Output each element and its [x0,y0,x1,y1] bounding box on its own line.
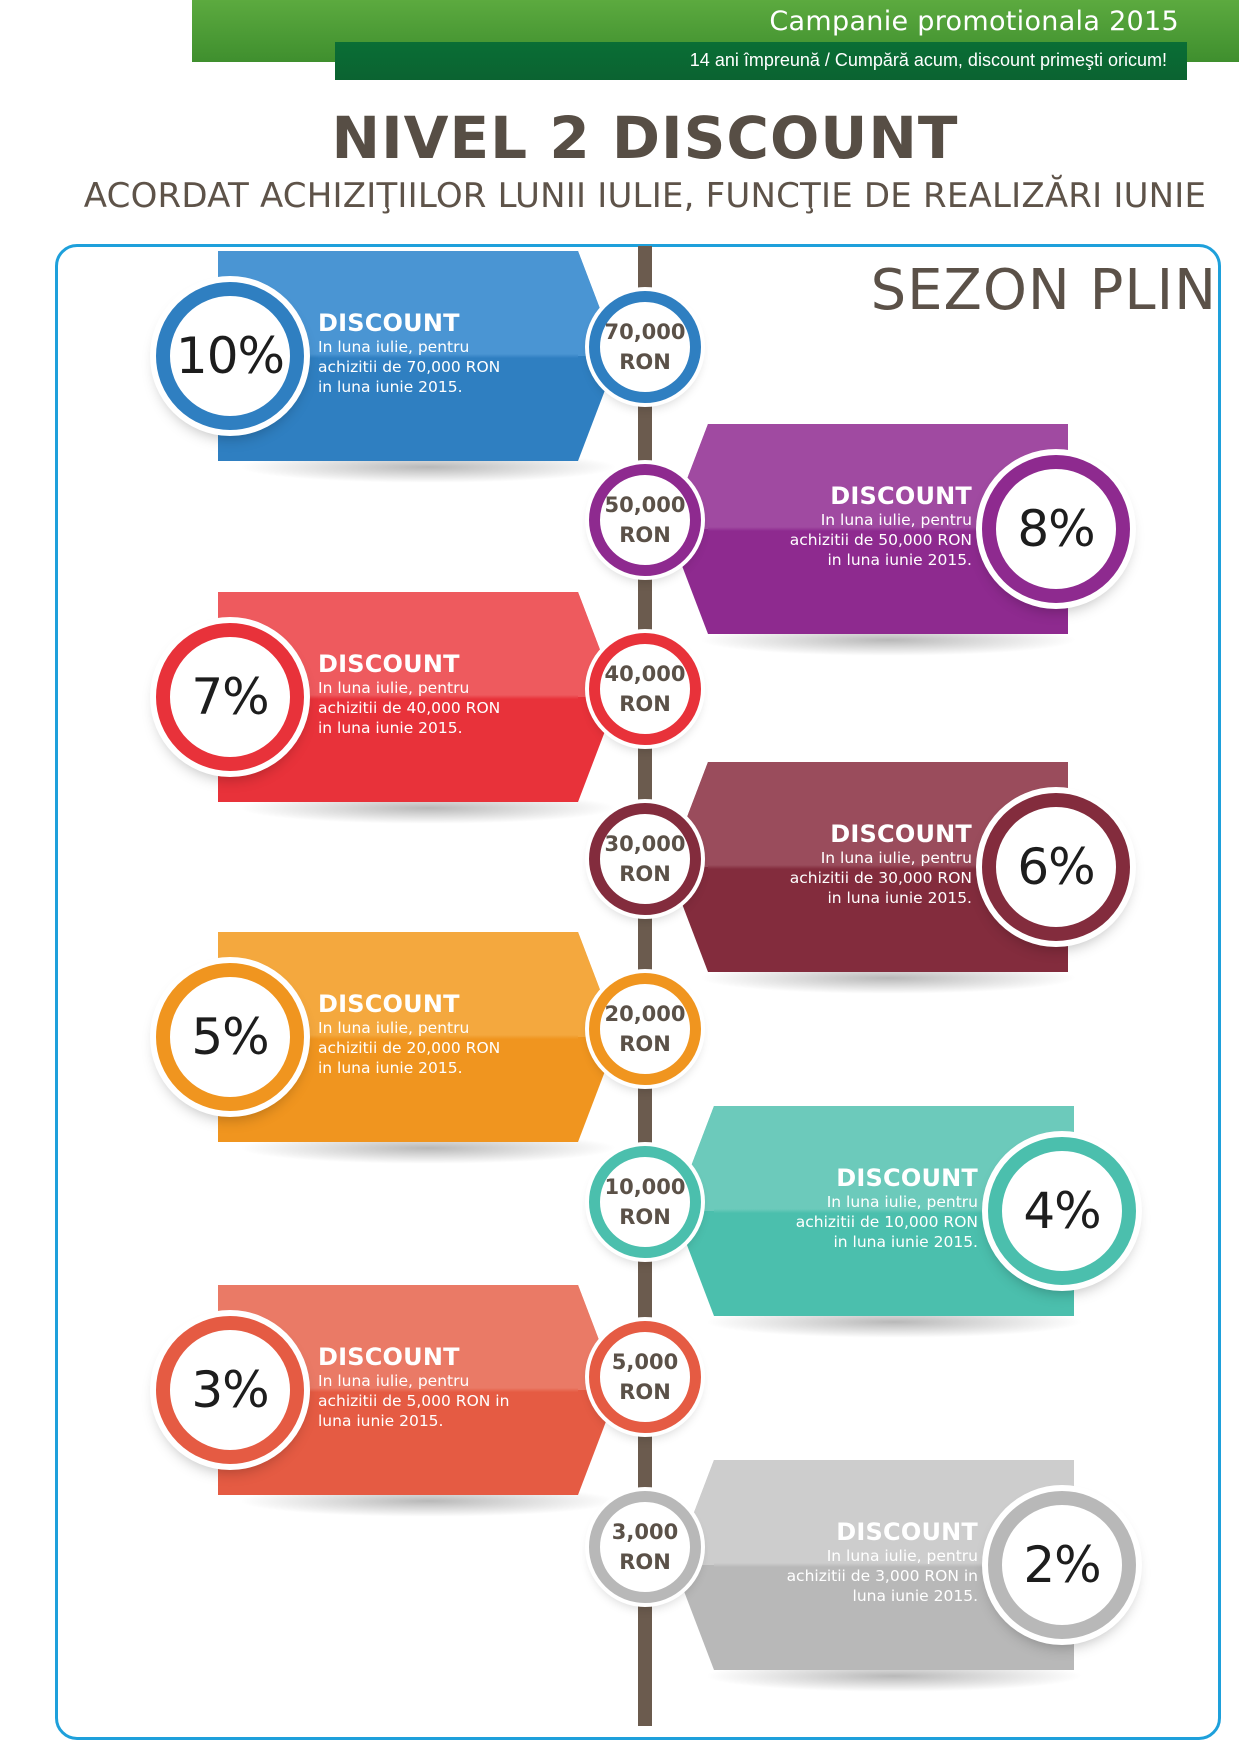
panel-text: DISCOUNT In luna iulie, pentru achizitii d… [790,482,972,570]
percent-value: 2% [1023,1536,1101,1594]
amount-node: 70,000 RON [589,291,701,403]
amount-value: 20,000 [604,1002,686,1026]
discount-description-line: achizitii de 10,000 RON [795,1213,978,1231]
panel-text: DISCOUNT In luna iulie, pentru achizitii d… [796,1164,978,1252]
amount-currency: RON [619,350,671,374]
percent-badge: 7% [156,623,304,771]
percent-badge: 3% [156,1316,304,1464]
discount-label: DISCOUNT [318,309,460,337]
discount-label: DISCOUNT [830,482,972,510]
amount-value: 40,000 [604,662,686,686]
amount-currency: RON [619,1205,671,1229]
discount-description-line: achizitii de 20,000 RON [318,1039,501,1057]
discount-panel: 2% DISCOUNT In luna iulie, pentru achizitii… [674,1460,1136,1692]
amount-value: 3,000 [611,1520,679,1544]
discount-label: DISCOUNT [830,820,972,848]
discount-description-line: in luna iunie 2015. [318,378,463,396]
discount-description-line: In luna iulie, pentru [318,679,470,697]
percent-value: 6% [1017,838,1095,896]
panel-text: DISCOUNT In luna iulie, pentru achizitii d… [318,309,500,397]
amount-node: 10,000 RON [589,1146,701,1258]
discount-label: DISCOUNT [318,650,460,678]
discount-description-line: In luna iulie, pentru [318,1019,470,1037]
discount-panel: 4% DISCOUNT In luna iulie, pentru achizitii… [674,1106,1136,1338]
tagline-banner: 14 ani împreună / Cumpără acum, discount… [335,42,1187,80]
discount-description-line: In luna iulie, pentru [826,1547,978,1565]
amount-node: 20,000 RON [589,973,701,1085]
discount-description-line: in luna iunie 2015. [318,719,463,737]
discount-description-line: in luna iunie 2015. [827,889,972,907]
discount-description-line: luna iunie 2015. [852,1587,978,1605]
amount-currency: RON [619,1380,671,1404]
page-subtitle: ACORDAT ACHIZIŢIILOR LUNII IULIE, FUNCŢI… [83,176,1207,216]
percent-value: 4% [1023,1182,1101,1240]
amount-currency: RON [619,1032,671,1056]
amount-value: 50,000 [604,493,686,517]
amount-value: 5,000 [611,1350,679,1374]
panel-text: DISCOUNT In luna iulie, pentru achizitii d… [790,820,972,908]
discount-description-line: achizitii de 30,000 RON [789,869,972,887]
discount-description-line: In luna iulie, pentru [820,849,972,867]
discount-description-line: achizitii de 5,000 RON in [318,1392,510,1410]
amount-value: 30,000 [604,832,686,856]
discount-panel: 7% DISCOUNT In luna iulie, pentru achizitii… [156,592,618,824]
percent-badge: 8% [982,455,1130,603]
amount-node: 5,000 RON [589,1321,701,1433]
panel-text: DISCOUNT In luna iulie, pentru achizitii d… [318,1343,509,1431]
percent-value: 10% [175,327,285,385]
discount-panel: 8% DISCOUNT In luna iulie, pentru achizitii… [668,424,1130,656]
discount-panel: 5% DISCOUNT In luna iulie, pentru achizitii… [156,932,618,1164]
discount-panel: 3% DISCOUNT In luna iulie, pentru achizitii… [156,1285,618,1517]
amount-node: 40,000 RON [589,633,701,745]
discount-label: DISCOUNT [318,990,460,1018]
panel-text: DISCOUNT In luna iulie, pentru achizitii d… [318,650,500,738]
discount-panel: 6% DISCOUNT In luna iulie, pentru achizitii… [668,762,1130,994]
discount-description-line: in luna iunie 2015. [833,1233,978,1251]
tagline-text: 14 ani împreună / Cumpără acum, discount… [689,50,1167,70]
amount-currency: RON [619,523,671,547]
discount-description-line: achizitii de 50,000 RON [789,531,972,549]
amount-node: 30,000 RON [589,803,701,915]
percent-badge: 2% [988,1491,1136,1639]
discount-description-line: In luna iulie, pentru [318,338,470,356]
page-title: NIVEL 2 DISCOUNT [331,104,959,172]
content-frame [55,244,1221,1740]
amount-node: 50,000 RON [589,464,701,576]
percent-value: 5% [191,1008,269,1066]
discount-panel: 10% DISCOUNT In luna iulie, pentru achiziti… [156,251,618,483]
amount-currency: RON [619,692,671,716]
percent-badge: 5% [156,963,304,1111]
percent-badge: 10% [156,282,304,430]
campaign-title: Campanie promotionala 2015 [769,6,1179,37]
percent-value: 3% [191,1361,269,1419]
discount-label: DISCOUNT [836,1164,978,1192]
discount-description-line: In luna iulie, pentru [820,511,972,529]
amount-currency: RON [619,862,671,886]
discount-description-line: achizitii de 40,000 RON [318,699,501,717]
amount-currency: RON [619,1550,671,1574]
percent-value: 8% [1017,500,1095,558]
discount-description-line: In luna iulie, pentru [318,1372,470,1390]
percent-badge: 4% [988,1137,1136,1285]
percent-badge: 6% [982,793,1130,941]
discount-label: DISCOUNT [836,1518,978,1546]
panel-text: DISCOUNT In luna iulie, pentru achizitii d… [787,1518,978,1606]
amount-value: 10,000 [604,1175,686,1199]
discount-description-line: in luna iunie 2015. [827,551,972,569]
discount-label: DISCOUNT [318,1343,460,1371]
discount-description-line: in luna iunie 2015. [318,1059,463,1077]
discount-description-line: luna iunie 2015. [318,1412,444,1430]
discount-description-line: achizitii de 70,000 RON [318,358,501,376]
season-label: SEZON PLIN [870,258,1217,323]
percent-value: 7% [191,668,269,726]
discount-description-line: achizitii de 3,000 RON in [786,1567,978,1585]
discount-description-line: In luna iulie, pentru [826,1193,978,1211]
amount-node: 3,000 RON [589,1491,701,1603]
panel-text: DISCOUNT In luna iulie, pentru achizitii d… [318,990,500,1078]
amount-value: 70,000 [604,320,686,344]
